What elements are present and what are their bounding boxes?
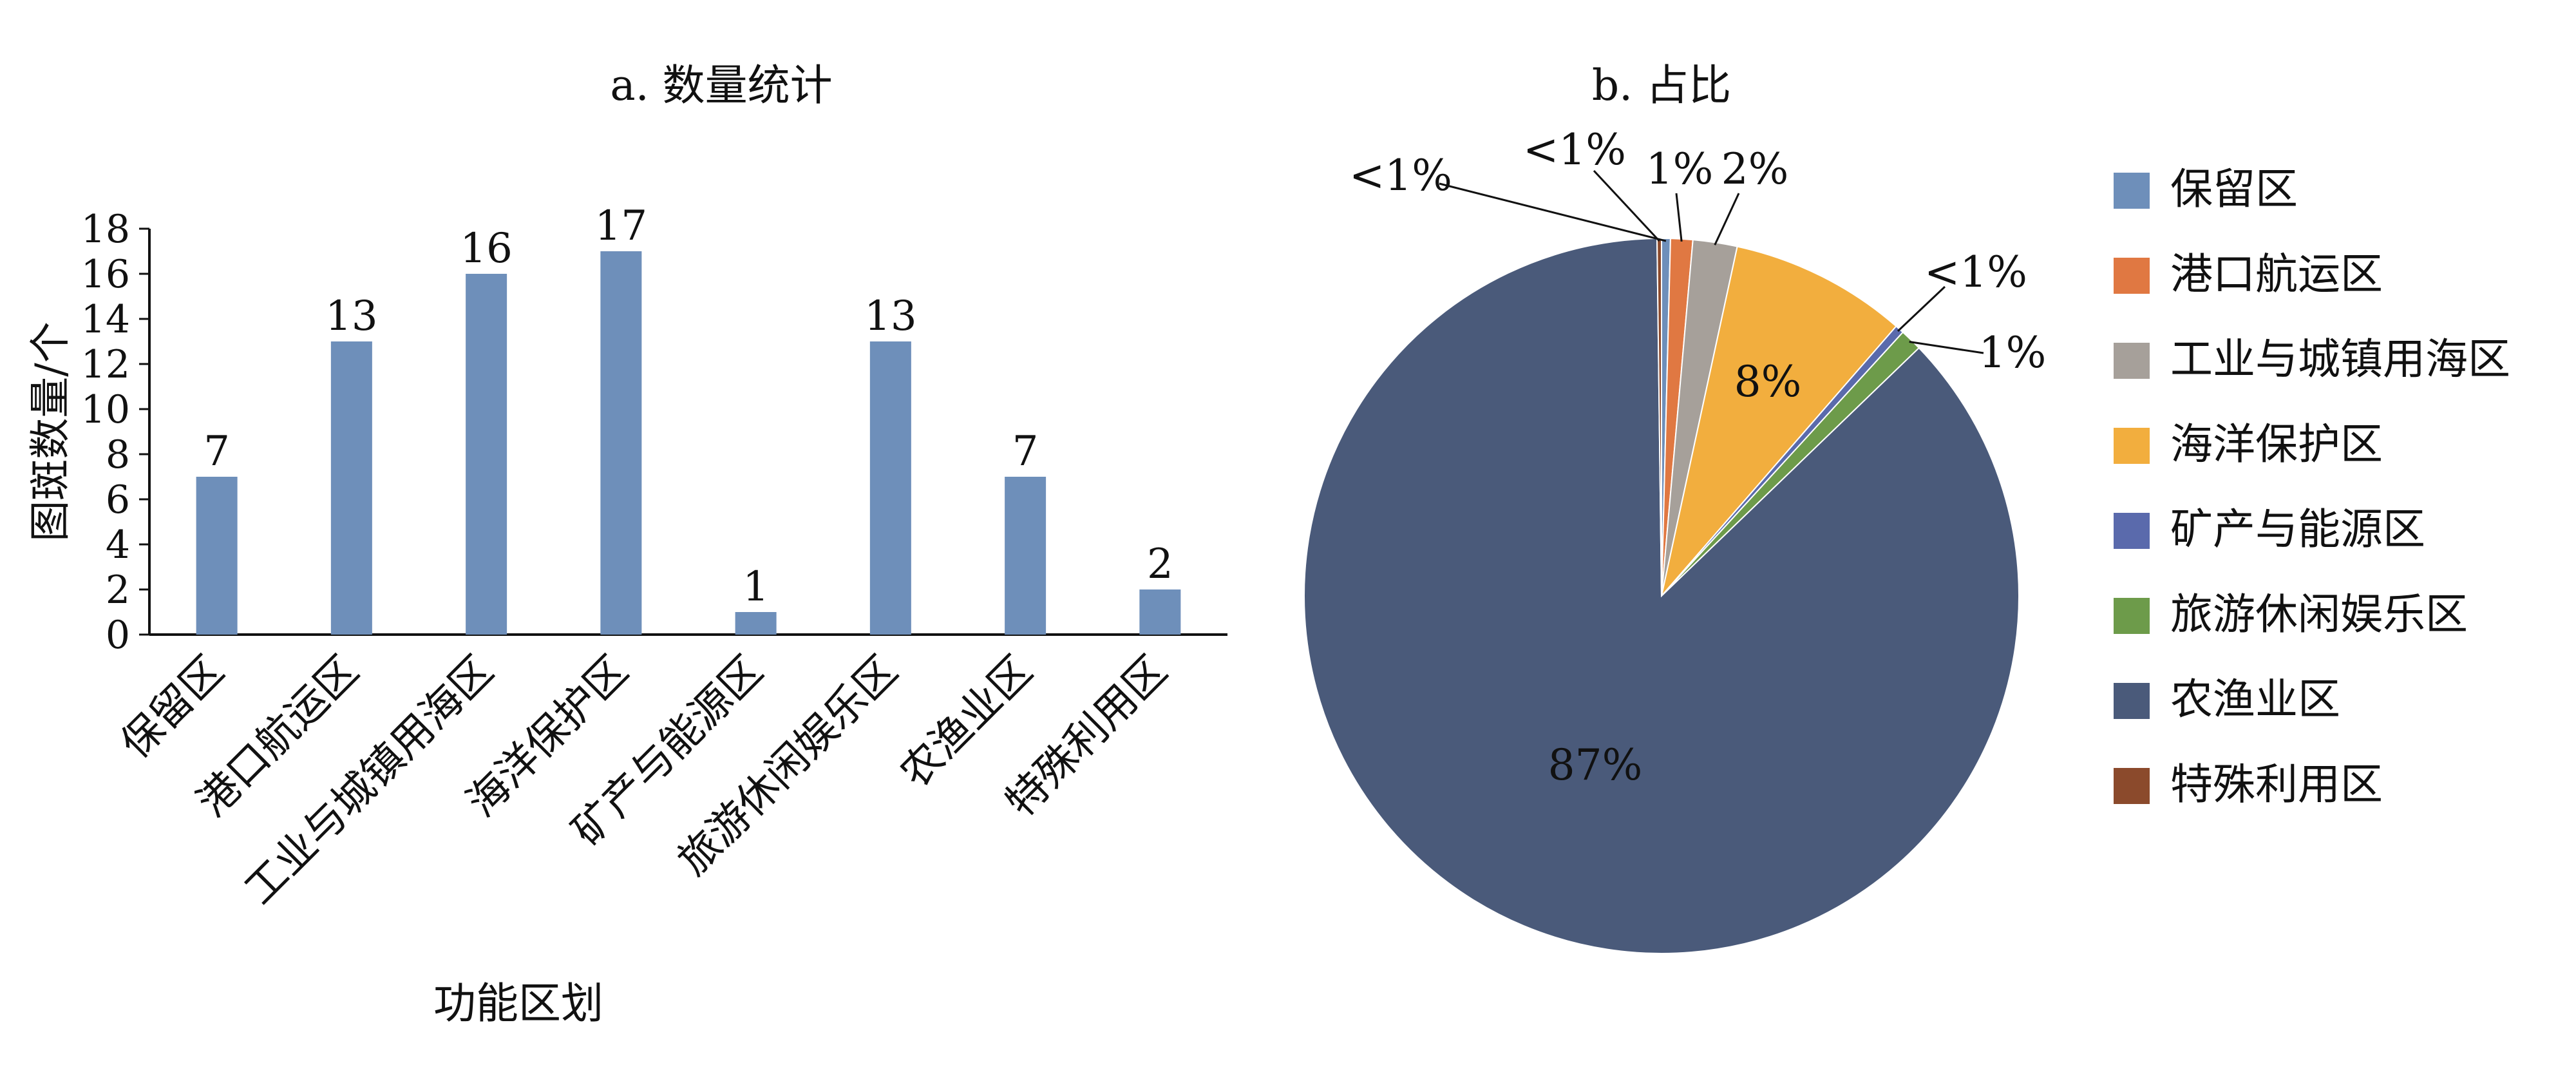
bar-chart-bars xyxy=(196,251,1181,635)
legend-swatch xyxy=(2114,768,2150,804)
pie-leader-line xyxy=(1714,193,1740,245)
y-tick-label: 4 xyxy=(106,522,130,568)
pie-chart-legend: 保留区港口航运区工业与城镇用海区海洋保护区矿产与能源区旅游休闲娱乐区农渔业区特殊… xyxy=(2114,164,2510,809)
pie-chart-panel: b. 占比 <1% 1% 2%8%<1%1%87%<1% 保留区港口航运区工业与城镇… xyxy=(1303,61,2510,954)
pie-leader-line xyxy=(1439,182,1667,242)
bar-chart-x-tick-labels: 保留区港口航运区工业与城镇用海区海洋保护区矿产与能源区旅游休闲娱乐区农渔业区特殊… xyxy=(112,647,1177,914)
legend-swatch xyxy=(2114,343,2150,379)
y-tick-label: 6 xyxy=(106,477,130,522)
y-tick-label: 2 xyxy=(106,568,130,613)
bar-chart-y-axis-label: 图斑数量/个 xyxy=(27,321,75,542)
legend-label: 保留区 xyxy=(2170,164,2298,214)
pie-leader-line xyxy=(1897,285,1946,332)
y-tick-label: 14 xyxy=(81,297,130,342)
legend-swatch xyxy=(2114,258,2150,294)
bar xyxy=(196,477,238,635)
bar xyxy=(735,612,777,635)
legend-label: 特殊利用区 xyxy=(2170,760,2383,809)
legend-label: 矿产与能源区 xyxy=(2170,504,2425,554)
pie-slice-label: 1% xyxy=(1646,144,1714,194)
legend-label: 农渔业区 xyxy=(2170,675,2340,724)
pie-slice xyxy=(1661,245,1897,597)
pie-slice-label: <1% xyxy=(1924,247,2027,297)
pie-chart-leader-lines xyxy=(1439,169,1984,354)
pie-leader-line xyxy=(1675,193,1683,242)
bar-value-label: 7 xyxy=(204,428,230,475)
pie-slice-label: 8% xyxy=(1734,357,1802,407)
pie-slice-label: 2% xyxy=(1721,144,1789,194)
y-tick-label: 0 xyxy=(106,613,130,658)
bar-chart-title: a. 数量统计 xyxy=(610,61,832,110)
bar xyxy=(330,341,372,635)
legend-swatch xyxy=(2114,683,2150,719)
bar xyxy=(1139,589,1181,635)
bar-value-label: 13 xyxy=(325,292,377,340)
bar xyxy=(466,274,507,635)
bar-value-label: 13 xyxy=(864,292,916,340)
pie-leader-line xyxy=(1593,169,1660,242)
legend-swatch xyxy=(2114,428,2150,464)
bar xyxy=(1005,477,1046,635)
pie-slice-label: 1% xyxy=(1979,328,2047,378)
pie-chart-data-labels: <1% 1% 2%8%<1%1%87%<1% xyxy=(1349,125,2046,790)
pie-chart-slices xyxy=(1303,237,2020,954)
legend-label: 旅游休闲娱乐区 xyxy=(2170,589,2468,639)
bar-value-label: 16 xyxy=(460,225,512,273)
x-tick-label: 保留区 xyxy=(112,647,233,768)
y-tick-label: 16 xyxy=(81,252,130,297)
bar-chart-data-labels: 7 13 16 17 1 13 7 2 xyxy=(204,202,1173,611)
pie-slice-label: <1% xyxy=(1523,125,1626,175)
bar-value-label: 1 xyxy=(743,563,769,611)
pie-chart-title: b. 占比 xyxy=(1592,61,1731,110)
pie-slice-label: 87% xyxy=(1548,740,1643,790)
bar-value-label: 2 xyxy=(1147,541,1173,588)
pie-leader-line xyxy=(1909,341,1984,354)
pie-slice-label: <1% xyxy=(1349,151,1452,200)
pie-slice xyxy=(1303,238,2020,954)
bar-chart-x-axis-label: 功能区划 xyxy=(433,979,603,1028)
bar xyxy=(869,341,911,635)
legend-label: 港口航运区 xyxy=(2170,249,2383,299)
legend-swatch xyxy=(2114,598,2150,634)
y-tick-label: 10 xyxy=(81,387,130,432)
bar-value-label: 7 xyxy=(1012,428,1039,475)
legend-label: 工业与城镇用海区 xyxy=(2170,334,2510,384)
legend-label: 海洋保护区 xyxy=(2170,419,2383,469)
legend-swatch xyxy=(2114,173,2150,209)
y-tick-label: 18 xyxy=(81,207,130,252)
x-tick-label: 工业与城镇用海区 xyxy=(236,647,502,914)
y-tick-label: 12 xyxy=(81,342,130,387)
bar-value-label: 17 xyxy=(595,202,647,250)
y-tick-label: 8 xyxy=(106,432,130,477)
bar xyxy=(600,251,642,635)
legend-swatch xyxy=(2114,513,2150,549)
